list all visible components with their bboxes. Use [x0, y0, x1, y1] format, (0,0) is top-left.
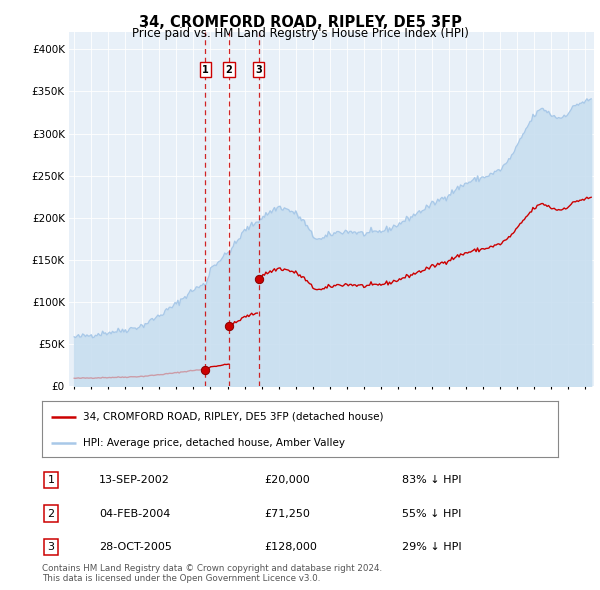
Text: 3: 3: [255, 65, 262, 74]
Text: £20,000: £20,000: [264, 475, 310, 485]
Text: 04-FEB-2004: 04-FEB-2004: [99, 509, 170, 519]
Text: 28-OCT-2005: 28-OCT-2005: [99, 542, 172, 552]
Text: HPI: Average price, detached house, Amber Valley: HPI: Average price, detached house, Ambe…: [83, 438, 345, 448]
Text: 29% ↓ HPI: 29% ↓ HPI: [402, 542, 461, 552]
Text: £71,250: £71,250: [264, 509, 310, 519]
Text: Contains HM Land Registry data © Crown copyright and database right 2024.
This d: Contains HM Land Registry data © Crown c…: [42, 563, 382, 583]
Text: £128,000: £128,000: [264, 542, 317, 552]
Text: 2: 2: [226, 65, 232, 74]
Text: Price paid vs. HM Land Registry's House Price Index (HPI): Price paid vs. HM Land Registry's House …: [131, 27, 469, 40]
Text: 1: 1: [202, 65, 209, 74]
Text: 1: 1: [47, 475, 55, 485]
Text: 13-SEP-2002: 13-SEP-2002: [99, 475, 170, 485]
Text: 3: 3: [47, 542, 55, 552]
Text: 83% ↓ HPI: 83% ↓ HPI: [402, 475, 461, 485]
Text: 34, CROMFORD ROAD, RIPLEY, DE5 3FP (detached house): 34, CROMFORD ROAD, RIPLEY, DE5 3FP (deta…: [83, 412, 384, 422]
Text: 2: 2: [47, 509, 55, 519]
Text: 55% ↓ HPI: 55% ↓ HPI: [402, 509, 461, 519]
Text: 34, CROMFORD ROAD, RIPLEY, DE5 3FP: 34, CROMFORD ROAD, RIPLEY, DE5 3FP: [139, 15, 461, 30]
